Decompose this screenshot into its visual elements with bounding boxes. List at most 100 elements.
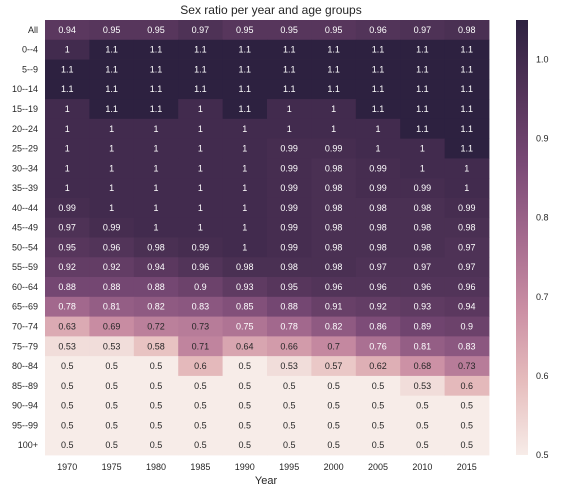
cell-value-label: 0.95: [280, 25, 298, 35]
cell-value-label: 1: [198, 104, 203, 114]
heatmap-cell: [89, 59, 135, 80]
cell-value-label: 0.95: [58, 242, 76, 252]
y-tick-label: 60--64: [12, 282, 38, 292]
heatmap-cell: [178, 99, 223, 120]
cell-value-label: 0.71: [192, 341, 210, 351]
x-tick-label: 2005: [368, 462, 388, 472]
heatmap-cell: [400, 237, 445, 258]
cell-value-label: 0.5: [372, 440, 385, 450]
heatmap-cell: [267, 395, 312, 416]
cell-value-label: 1: [242, 163, 247, 173]
heatmap-cell: [89, 197, 135, 219]
cell-value-label: 0.97: [458, 242, 476, 252]
heatmap-cell: [267, 99, 312, 120]
heatmap-cell: [133, 39, 179, 60]
heatmap-cell: [311, 79, 357, 100]
chart-title: Sex ratio per year and age groups: [180, 3, 361, 17]
cell-value-label: 1: [65, 144, 70, 154]
heatmap-cell: [400, 99, 445, 120]
cell-value-label: 0.5: [283, 401, 296, 411]
heatmap-cell: [89, 257, 135, 278]
heatmap-cell: [311, 356, 357, 377]
y-tick-label: 70--74: [12, 321, 38, 331]
cell-value-label: 0.82: [147, 302, 165, 312]
heatmap-cell: [267, 59, 312, 80]
heatmap-cell: [133, 158, 179, 179]
cell-value-label: 0.99: [58, 203, 76, 213]
heatmap-cell: [133, 118, 179, 140]
x-tick-label: 1980: [146, 462, 166, 472]
heatmap-cell: [178, 59, 223, 80]
cell-value-label: 1: [464, 163, 469, 173]
y-tick-label: 50--54: [12, 242, 38, 252]
heatmap-cell: [355, 415, 401, 436]
heatmap-cell: [133, 237, 179, 258]
cell-value-label: 0.53: [414, 381, 432, 391]
cell-value-label: 0.95: [103, 25, 121, 35]
cell-value-label: 0.66: [280, 341, 298, 351]
heatmap-cell: [444, 415, 490, 436]
cell-value-label: 1: [65, 163, 70, 173]
cell-value-label: 0.72: [147, 321, 165, 331]
heatmap-cell: [178, 158, 223, 179]
cell-value-label: 0.98: [458, 223, 476, 233]
cell-value-label: 0.98: [458, 25, 476, 35]
cell-value-label: 1: [153, 183, 158, 193]
heatmap-cell: [267, 277, 312, 298]
heatmap-cell: [222, 138, 268, 159]
heatmap-cell: [400, 435, 445, 456]
heatmap-cell: [222, 197, 268, 219]
heatmap-cell: [355, 99, 401, 120]
cell-value-label: 0.82: [325, 321, 343, 331]
cell-value-label: 1.1: [283, 64, 296, 74]
y-tick-label: 35--39: [12, 183, 38, 193]
heatmap-cell: [45, 435, 90, 456]
cell-value-label: 1.1: [283, 84, 296, 94]
heatmap-cell: [444, 59, 490, 80]
cell-value-label: 1.1: [461, 45, 474, 55]
cell-value-label: 0.81: [103, 302, 121, 312]
cell-value-label: 0.5: [61, 440, 74, 450]
cell-value-label: 1.1: [283, 45, 296, 55]
cell-value-label: 0.95: [325, 25, 343, 35]
y-tick-label: 30--34: [12, 163, 38, 173]
heatmap-cell: [267, 20, 312, 41]
cell-value-label: 0.93: [236, 282, 254, 292]
x-tick-label: 1975: [102, 462, 122, 472]
cell-value-label: 0.99: [369, 163, 387, 173]
cell-value-label: 1: [153, 144, 158, 154]
heatmap-cell: [311, 277, 357, 298]
cell-value-label: 0.98: [369, 242, 387, 252]
cell-value-label: 1: [331, 124, 336, 134]
cell-value-label: 0.98: [369, 203, 387, 213]
cell-value-label: 0.98: [147, 242, 165, 252]
heatmap-cell: [311, 118, 357, 140]
cell-value-label: 0.98: [414, 242, 432, 252]
cell-value-label: 0.5: [372, 381, 385, 391]
cell-value-label: 0.5: [283, 381, 296, 391]
heatmap-cell: [444, 39, 490, 60]
heatmap-cell: [133, 197, 179, 219]
cell-value-label: 1: [198, 163, 203, 173]
x-tick-label: 1995: [279, 462, 299, 472]
cell-value-label: 0.53: [103, 341, 121, 351]
cell-value-label: 0.57: [325, 361, 343, 371]
cell-value-label: 0.93: [414, 302, 432, 312]
cell-value-label: 1: [464, 183, 469, 193]
y-tick-label: 75--79: [12, 341, 38, 351]
cell-value-label: 0.5: [372, 420, 385, 430]
cell-value-label: 0.99: [458, 203, 476, 213]
heatmap-cell: [444, 277, 490, 298]
cell-value-label: 0.96: [414, 282, 432, 292]
heatmap-cell: [178, 277, 223, 298]
cell-value-label: 0.99: [103, 223, 121, 233]
cell-value-label: 0.5: [194, 381, 207, 391]
heatmap-cell: [267, 178, 312, 199]
cell-value-label: 0.5: [150, 361, 163, 371]
heatmap-cell: [45, 296, 90, 317]
y-tick-label: 10--14: [12, 84, 38, 94]
heatmap-cell: [89, 138, 135, 159]
cell-value-label: 1.1: [105, 104, 118, 114]
heatmap-cell: [133, 178, 179, 199]
heatmap-cell: [133, 415, 179, 436]
